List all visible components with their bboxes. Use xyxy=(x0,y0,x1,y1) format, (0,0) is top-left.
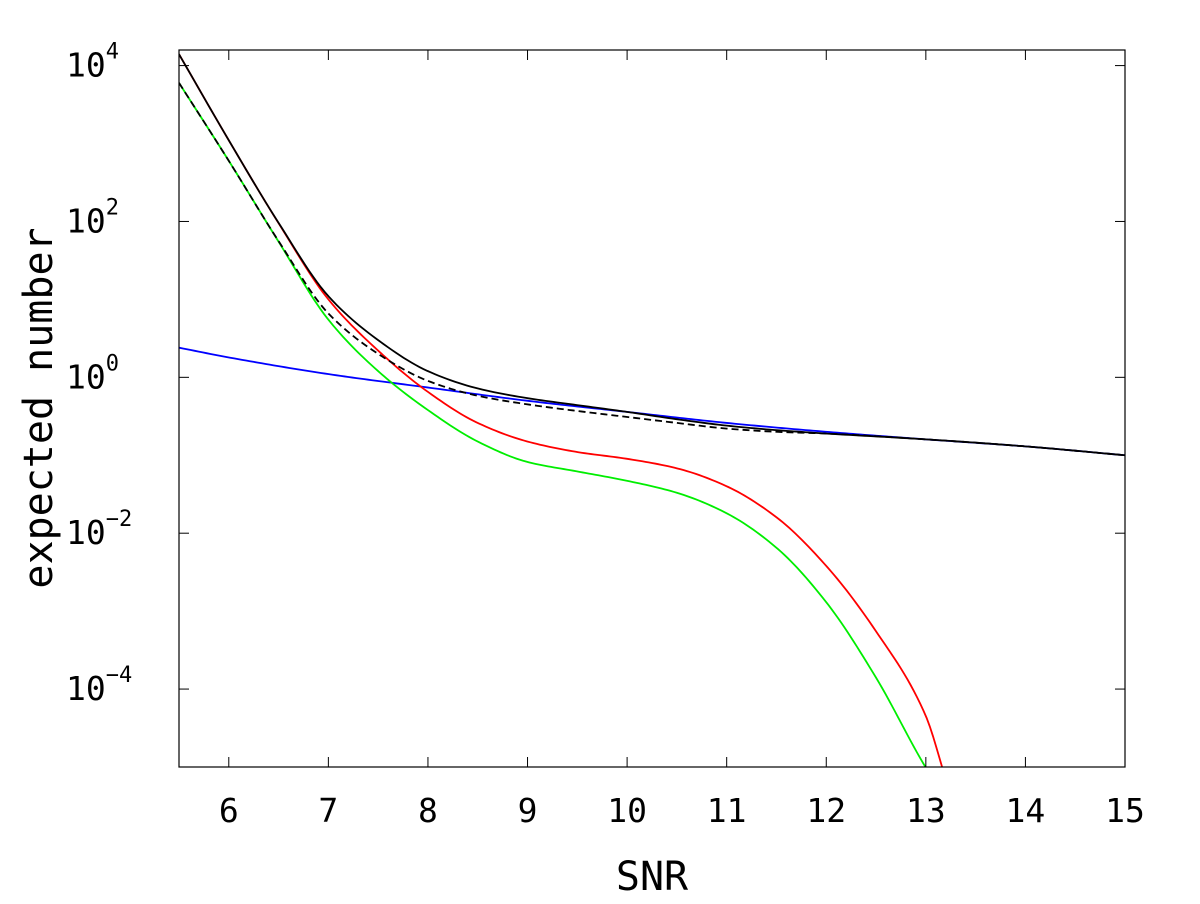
x-tick-label: 7 xyxy=(318,791,338,830)
series-line-2 xyxy=(179,82,927,767)
y-tick-label: 10−4 xyxy=(66,663,132,708)
y-tick-label: 10−2 xyxy=(66,507,132,552)
series-line-3 xyxy=(179,53,944,767)
series-line-4 xyxy=(179,82,1125,457)
series-layer xyxy=(179,53,1125,767)
x-tick-label: 9 xyxy=(518,791,538,830)
y-tick-exponent: 2 xyxy=(106,195,119,220)
y-tick-label: 100 xyxy=(66,351,119,396)
y-tick-exponent: 0 xyxy=(106,351,119,376)
y-axis-title: expected number xyxy=(16,227,62,588)
y-tick-exponent: −2 xyxy=(106,507,133,532)
x-tick-label: 14 xyxy=(1006,791,1046,830)
x-tick-label: 8 xyxy=(418,791,438,830)
tick-label-layer: 6 7 8 9 10 11 12 13 14 15 104 102 100 10−2 10−4 xyxy=(66,40,1145,830)
x-axis-title: SNR xyxy=(616,854,689,900)
x-tick-label: 13 xyxy=(906,791,946,830)
y-tick-label: 102 xyxy=(66,195,119,240)
plot-frame xyxy=(178,49,1126,768)
x-tick-label: 6 xyxy=(219,791,239,830)
y-tick-exponent: −4 xyxy=(106,663,133,688)
y-tick-label: 104 xyxy=(66,40,119,85)
x-tick-label: 10 xyxy=(607,791,647,830)
x-tick-label: 15 xyxy=(1105,791,1145,830)
series-line-5 xyxy=(179,53,1125,457)
tick-layer xyxy=(179,50,1126,767)
y-tick-exponent: 4 xyxy=(106,40,119,65)
x-tick-label: 11 xyxy=(707,791,747,830)
x-tick-label: 12 xyxy=(806,791,846,830)
series-line-1 xyxy=(179,346,1125,457)
